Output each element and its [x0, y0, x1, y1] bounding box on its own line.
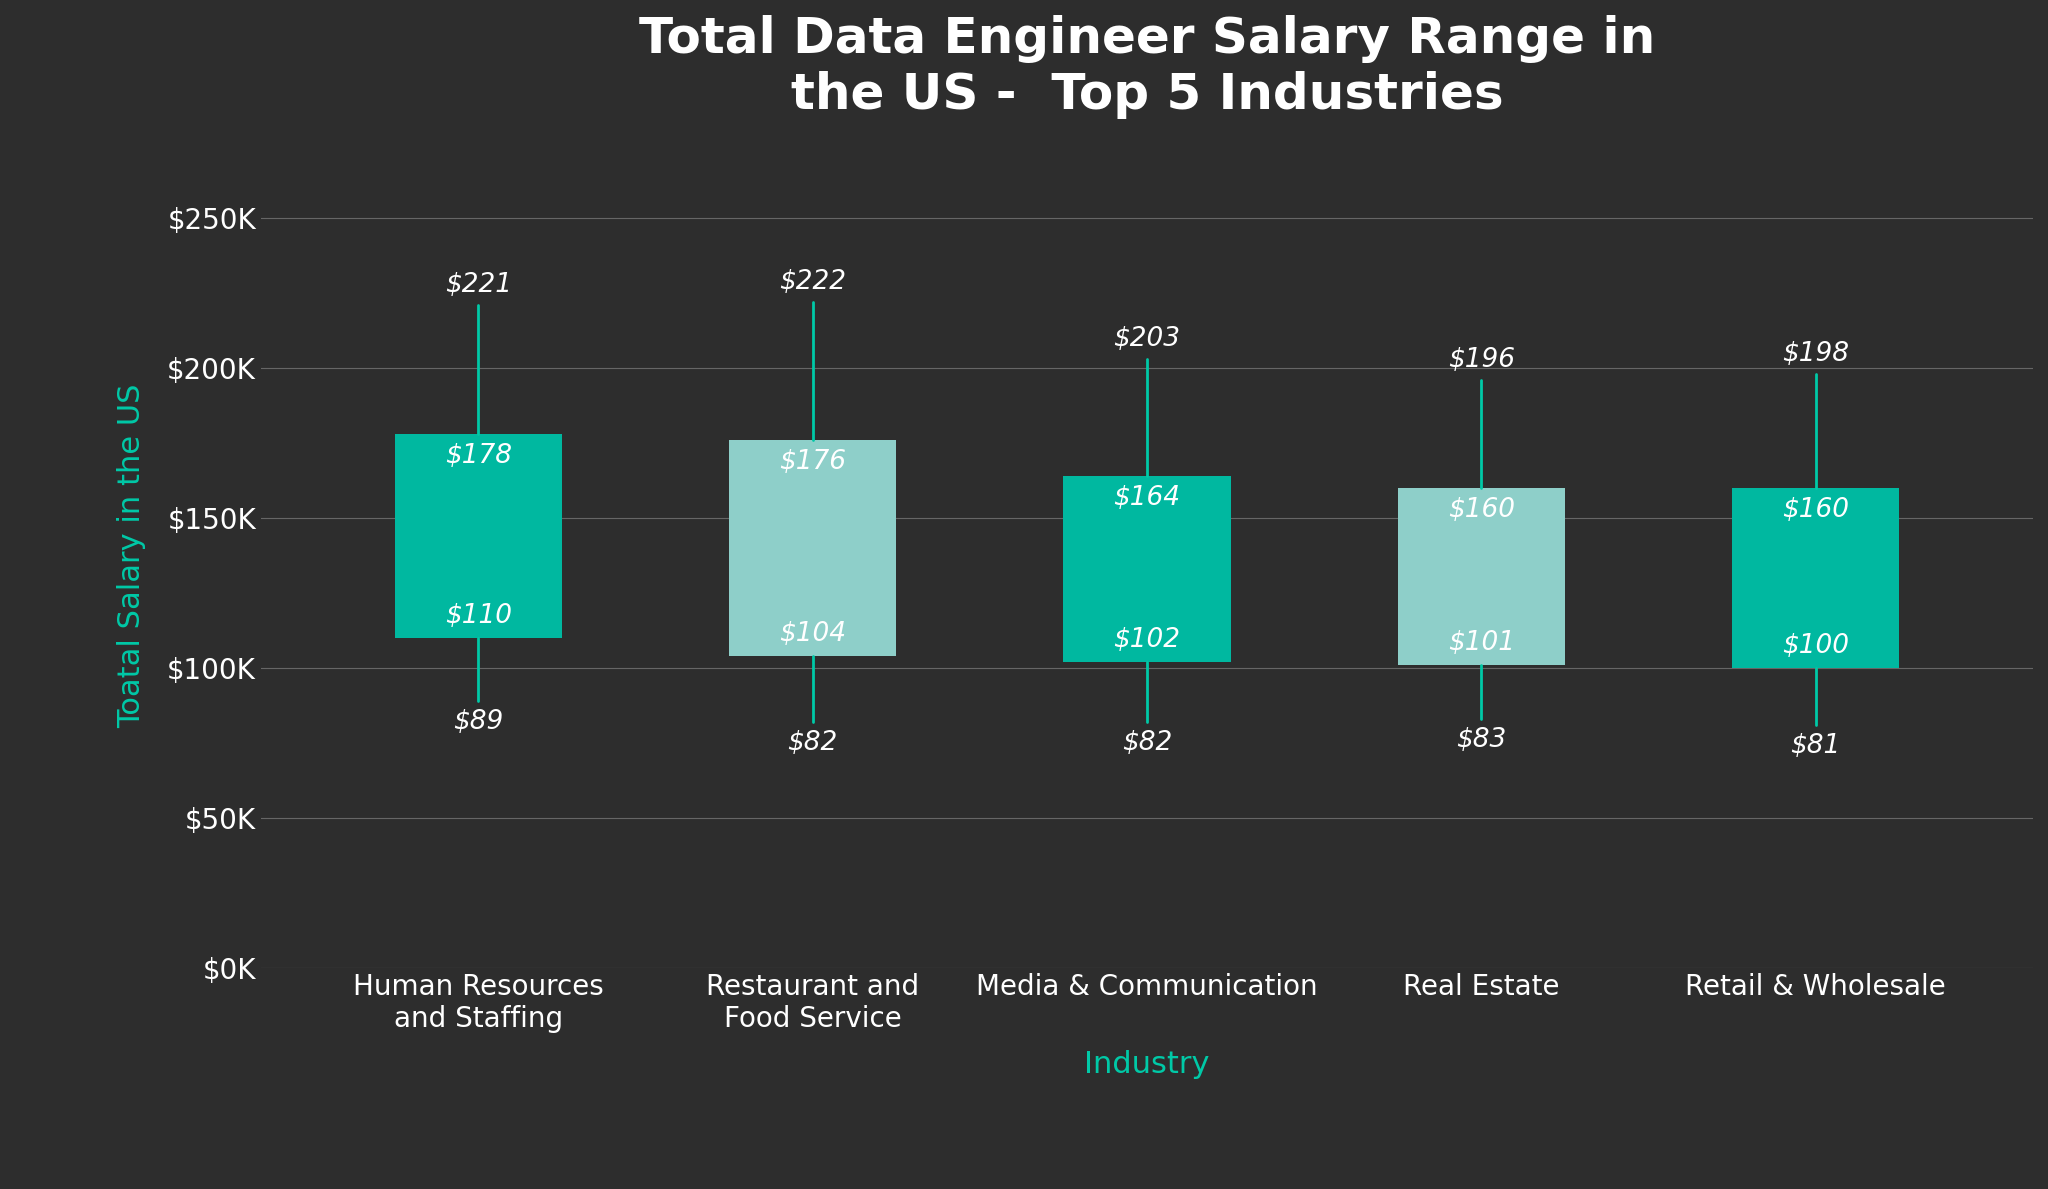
Text: $100: $100: [1782, 633, 1849, 659]
Text: $221: $221: [444, 272, 512, 297]
Y-axis label: Toatal Salary in the US: Toatal Salary in the US: [117, 383, 145, 728]
Text: $203: $203: [1114, 326, 1180, 352]
Text: $102: $102: [1114, 627, 1180, 653]
Text: $81: $81: [1790, 732, 1841, 759]
Text: $82: $82: [1122, 730, 1171, 755]
Text: $110: $110: [444, 603, 512, 629]
Bar: [395, 434, 561, 638]
Text: $101: $101: [1448, 630, 1516, 656]
Text: $164: $164: [1114, 485, 1180, 511]
Title: Total Data Engineer Salary Range in
the US -  Top 5 Industries: Total Data Engineer Salary Range in the …: [639, 15, 1655, 119]
Bar: [1397, 489, 1565, 665]
Bar: [1063, 476, 1231, 662]
Text: $176: $176: [778, 449, 846, 476]
Text: $198: $198: [1782, 341, 1849, 366]
Text: $178: $178: [444, 443, 512, 470]
Text: $83: $83: [1456, 726, 1507, 753]
Bar: [729, 440, 897, 656]
Text: $222: $222: [778, 269, 846, 295]
Bar: [1733, 489, 1898, 668]
Text: $196: $196: [1448, 347, 1516, 372]
Text: $82: $82: [788, 730, 838, 755]
Text: $160: $160: [1448, 497, 1516, 523]
Text: $89: $89: [453, 709, 504, 735]
X-axis label: Industry: Industry: [1083, 1050, 1210, 1078]
Text: $160: $160: [1782, 497, 1849, 523]
Text: $104: $104: [778, 621, 846, 647]
